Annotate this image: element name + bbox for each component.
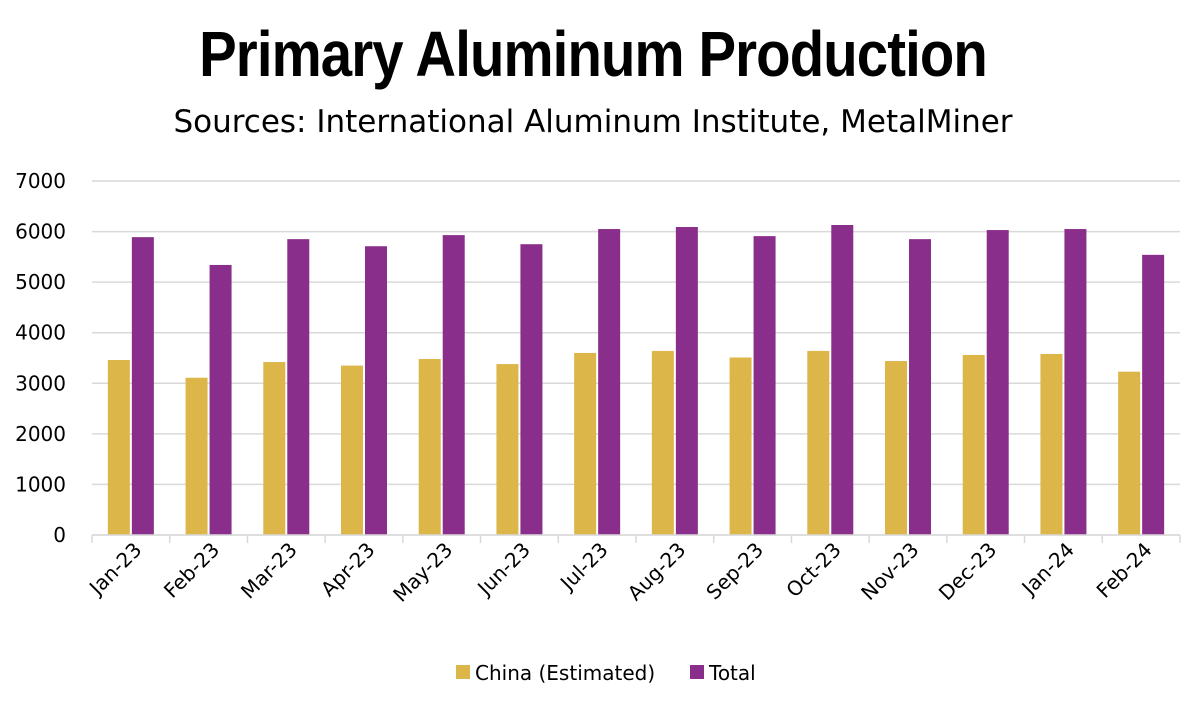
x-tick-label: Apr-23 <box>316 538 380 602</box>
bar-china <box>341 365 363 535</box>
x-tick-label: Jul-23 <box>554 538 613 597</box>
x-tick-label: Jan-23 <box>83 538 146 601</box>
x-tick-label: Sep-23 <box>701 538 768 605</box>
legend-swatch <box>690 665 704 679</box>
x-tick-label: Mar-23 <box>236 538 302 604</box>
x-tick-label: Nov-23 <box>856 538 923 605</box>
bars <box>107 224 1165 536</box>
x-tick-label: Dec-23 <box>934 538 1001 605</box>
bar-china <box>1040 353 1063 535</box>
x-tick-label: Jan-24 <box>1016 538 1079 601</box>
x-tick-label: May-23 <box>388 538 457 607</box>
bar-china <box>807 350 830 535</box>
bar-china <box>574 352 597 535</box>
y-tick-label: 3000 <box>15 371 66 395</box>
bar-china <box>418 359 441 535</box>
y-tick-label: 1000 <box>15 472 66 496</box>
bar-total <box>520 244 543 535</box>
chart-subtitle: Sources: International Aluminum Institut… <box>173 104 1013 140</box>
legend-swatch <box>456 665 470 679</box>
x-tick-label: Aug-23 <box>623 538 691 606</box>
x-tick-label: Feb-24 <box>1092 538 1157 603</box>
x-tick-label: Jun-23 <box>471 538 535 602</box>
x-tick-label: Feb-23 <box>159 538 224 603</box>
bar-total <box>1064 229 1087 536</box>
bar-china <box>962 354 985 535</box>
bar-china <box>729 357 752 535</box>
x-axis: Jan-23 Feb-23 Mar-23 Apr-23 May-23 Jun-23 Jul-… <box>83 534 1181 607</box>
y-tick-label: 6000 <box>15 220 66 244</box>
bar-total <box>442 235 465 535</box>
x-tick-label: Oct-23 <box>781 538 846 603</box>
bar-total <box>287 239 310 535</box>
bar-total <box>753 236 776 535</box>
y-tick-label: 7000 <box>15 169 66 193</box>
y-tick-label: 0 <box>53 523 66 547</box>
bar-china <box>185 377 208 535</box>
bar-total <box>675 227 698 535</box>
bar-china <box>496 364 519 535</box>
bar-total <box>909 239 931 535</box>
bar-total <box>365 246 387 536</box>
y-tick-label: 2000 <box>15 422 66 446</box>
bar-total <box>831 224 854 536</box>
y-axis: 0 1000 2000 3000 4000 5000 6000 7000 <box>15 169 66 547</box>
bar-total <box>598 229 621 536</box>
legend: China (Estimated) Total <box>456 661 756 685</box>
chart-title: Primary Aluminum Production <box>199 18 988 90</box>
y-tick-label: 4000 <box>15 321 66 345</box>
y-tick-label: 5000 <box>15 270 66 294</box>
gridlines <box>92 180 1180 536</box>
bar-total <box>131 237 154 536</box>
bar-china <box>1118 371 1141 535</box>
bar-china <box>263 362 286 535</box>
bar-china <box>651 350 674 535</box>
bar-total <box>1142 254 1165 535</box>
legend-label: Total <box>708 661 756 685</box>
bar-total <box>986 230 1009 535</box>
bar-china <box>885 361 907 535</box>
legend-label: China (Estimated) <box>475 661 655 685</box>
bar-total <box>209 264 232 535</box>
bar-china <box>107 360 130 535</box>
